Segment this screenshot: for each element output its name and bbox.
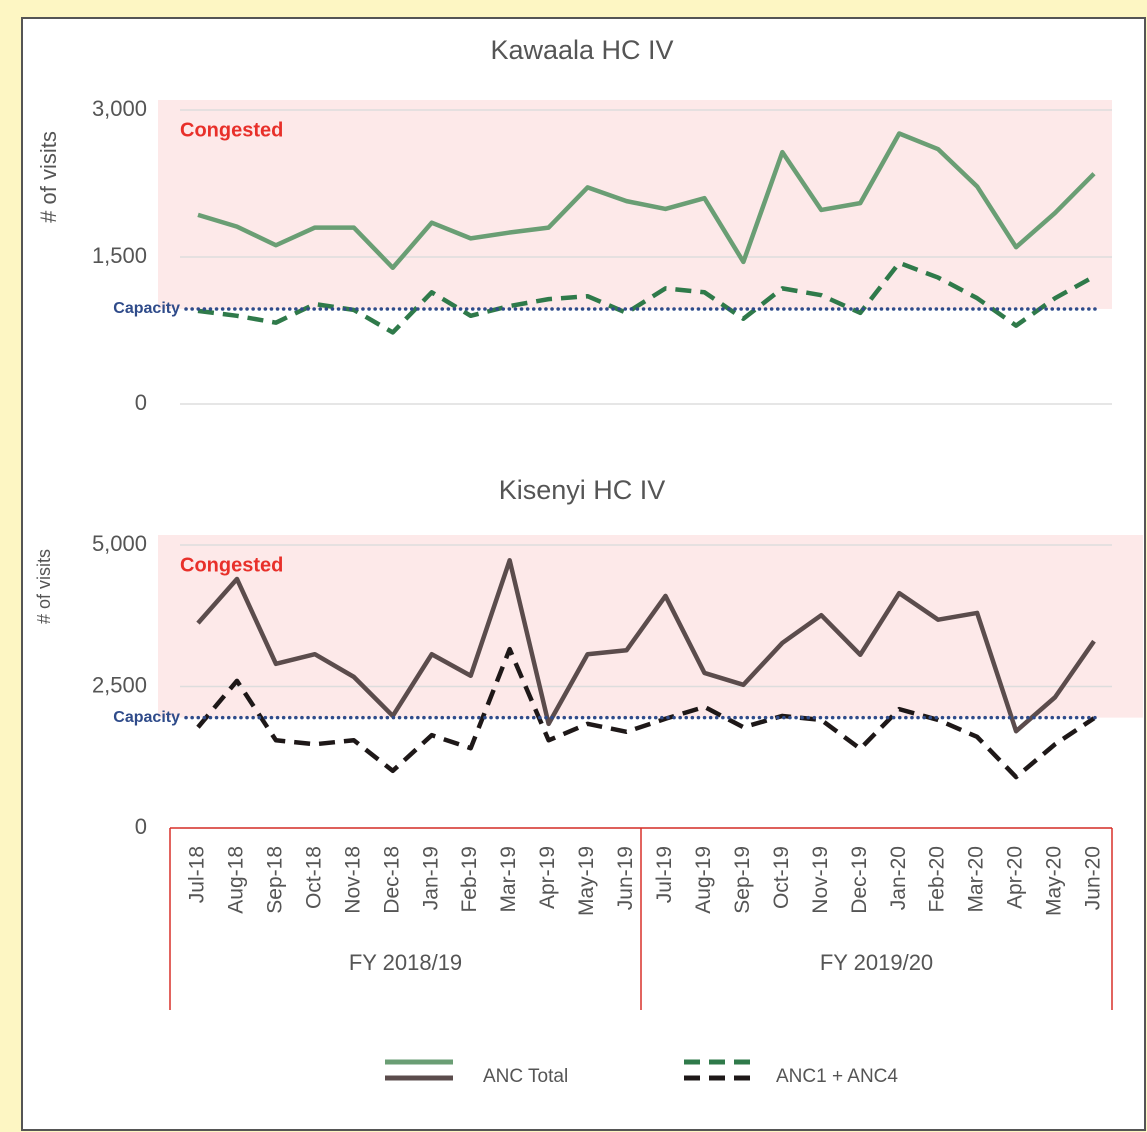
x-tick-label: Nov-18	[341, 846, 364, 914]
x-tick-label: Feb-20	[926, 846, 949, 913]
congested-label: Congested	[180, 554, 283, 576]
group-label: FY 2018/19	[349, 950, 462, 975]
x-tick-label: Sep-19	[731, 846, 754, 914]
x-tick-label: Dec-18	[380, 846, 403, 914]
x-tick-label: Nov-19	[809, 846, 832, 914]
y-tick-label: 5,000	[92, 531, 147, 556]
group-label: FY 2019/20	[820, 950, 933, 975]
x-tick-label: Jun-20	[1082, 846, 1105, 910]
x-tick-label: Feb-19	[458, 846, 481, 913]
congested-label: Congested	[180, 119, 283, 141]
line	[196, 558, 1096, 734]
chart-title: Kawaala HC IV	[490, 35, 673, 65]
x-tick-label: May-19	[575, 846, 598, 916]
line	[197, 131, 1096, 271]
x-tick-label: Jul-19	[653, 846, 676, 903]
y-axis-label: # of visits	[36, 131, 61, 223]
x-tick-label: Oct-18	[302, 846, 325, 909]
x-tick-label: Mar-19	[497, 846, 520, 913]
dashed-line	[196, 646, 1096, 780]
x-tick-label: May-20	[1043, 846, 1066, 916]
capacity-label: Capacity	[113, 300, 180, 317]
x-tick-label: Apr-19	[536, 846, 559, 909]
chart-title: Kisenyi HC IV	[499, 475, 666, 505]
capacity-label: Capacity	[113, 709, 180, 726]
x-tick-label: Aug-19	[692, 846, 715, 914]
congested-band	[158, 535, 1143, 718]
y-axis-label: # of visits	[34, 549, 54, 624]
x-tick-label: Aug-18	[225, 846, 248, 914]
legend-label: ANC1 + ANC4	[776, 1066, 898, 1087]
x-tick-label: Jul-18	[186, 846, 209, 903]
dashed-line	[197, 260, 1096, 335]
x-tick-label: Dec-19	[848, 846, 871, 914]
y-tick-label: 0	[135, 814, 147, 839]
x-tick-label: Jan-19	[419, 846, 442, 910]
x-tick-label: Jan-20	[887, 846, 910, 910]
x-tick-label: Apr-20	[1004, 846, 1027, 909]
x-tick-label: Sep-18	[263, 846, 286, 914]
y-tick-label: 1,500	[92, 243, 147, 268]
y-tick-label: 0	[135, 390, 147, 415]
x-tick-label: Jun-19	[614, 846, 637, 910]
x-tick-label: Mar-20	[965, 846, 988, 913]
y-tick-label: 2,500	[92, 672, 147, 697]
y-tick-label: 3,000	[92, 96, 147, 121]
x-tick-label: Oct-19	[770, 846, 793, 909]
legend-label: ANC Total	[483, 1066, 568, 1087]
